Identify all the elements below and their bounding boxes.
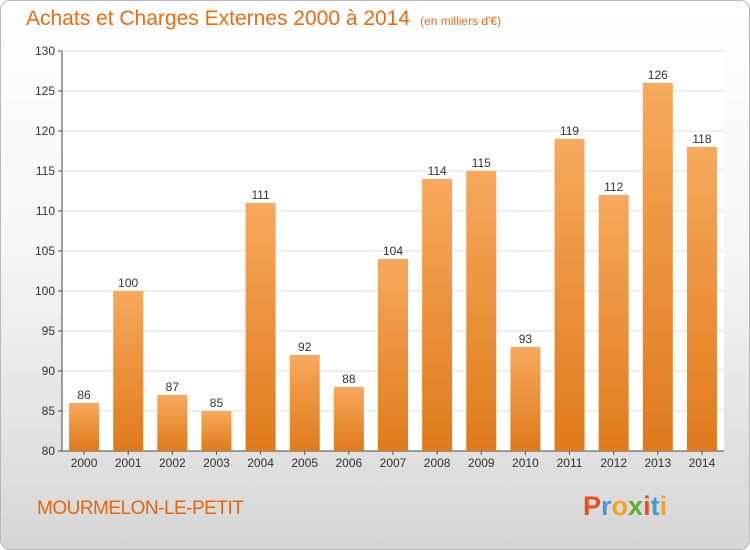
bar-value-label: 111	[251, 188, 270, 202]
y-tick-label: 125	[35, 84, 55, 98]
x-tick-label: 2000	[71, 456, 98, 470]
y-tick-label: 85	[42, 404, 56, 418]
y-tick-label: 90	[42, 364, 56, 378]
bar-value-label: 85	[210, 396, 224, 410]
bar-value-label: 104	[383, 244, 403, 258]
y-tick-label: 100	[35, 284, 55, 298]
x-tick-label: 2010	[512, 456, 539, 470]
bar-value-label: 114	[428, 164, 447, 178]
logo-letter: i	[643, 491, 651, 521]
x-tick-label: 2002	[159, 456, 186, 470]
logo-letter: x	[628, 491, 644, 521]
bar-value-label: 93	[519, 332, 533, 346]
bar	[289, 355, 320, 451]
bar	[554, 139, 585, 451]
x-tick-label: 2012	[600, 456, 627, 470]
bar	[245, 203, 276, 451]
bar-value-label: 86	[77, 388, 91, 402]
title-unit: (en milliers d'€)	[420, 14, 502, 28]
y-tick-label: 130	[35, 44, 55, 58]
bar	[598, 195, 629, 451]
bar	[642, 83, 673, 451]
title-text: Achats et Charges Externes 2000 à 2014	[26, 7, 411, 30]
x-tick-label: 2003	[203, 456, 230, 470]
x-tick-label: 2004	[247, 456, 274, 470]
bar	[69, 403, 100, 451]
logo-letter: r	[601, 491, 612, 521]
bar	[201, 411, 232, 451]
bar	[686, 147, 717, 451]
bar-value-label: 119	[560, 124, 579, 138]
x-tick-label: 2001	[115, 456, 142, 470]
commune-name: MOURMELON-LE-PETIT	[37, 498, 244, 519]
y-tick-label: 110	[36, 204, 55, 218]
x-tick-label: 2009	[468, 456, 495, 470]
x-tick-label: 2013	[644, 456, 671, 470]
bar-value-label: 88	[342, 372, 356, 386]
bar	[422, 179, 453, 451]
y-tick-label: 95	[42, 324, 56, 338]
bar	[510, 347, 541, 451]
x-tick-label: 2007	[380, 456, 407, 470]
y-tick-label: 120	[35, 124, 55, 138]
x-tick-label: 2008	[424, 456, 451, 470]
y-tick-label: 80	[42, 444, 56, 458]
chart-title: Achats et Charges Externes 2000 à 2014 (e…	[26, 7, 501, 31]
proxiti-logo: Proxiti	[583, 491, 667, 522]
logo-letter: i	[659, 491, 668, 521]
x-tick-label: 2006	[336, 456, 363, 470]
bar-value-label: 87	[166, 380, 180, 394]
bar-value-label: 100	[118, 276, 138, 290]
y-tick-label: 105	[35, 244, 55, 258]
logo-letter: o	[611, 491, 629, 521]
x-tick-label: 2014	[689, 456, 716, 470]
bar-value-label: 115	[472, 156, 491, 170]
x-tick-label: 2011	[557, 456, 583, 470]
bar	[466, 171, 497, 451]
logo-letter: t	[650, 491, 660, 521]
y-tick-label: 115	[36, 164, 55, 178]
bar	[333, 387, 364, 451]
bar	[113, 291, 144, 451]
bar	[378, 259, 408, 451]
logo-letter: P	[583, 491, 602, 521]
bar-value-label: 118	[692, 132, 711, 146]
bar	[157, 395, 188, 451]
bar-value-label: 112	[604, 180, 623, 194]
x-tick-label: 2005	[291, 456, 318, 470]
bar-value-label: 92	[298, 340, 312, 354]
bar-value-label: 126	[648, 68, 668, 82]
